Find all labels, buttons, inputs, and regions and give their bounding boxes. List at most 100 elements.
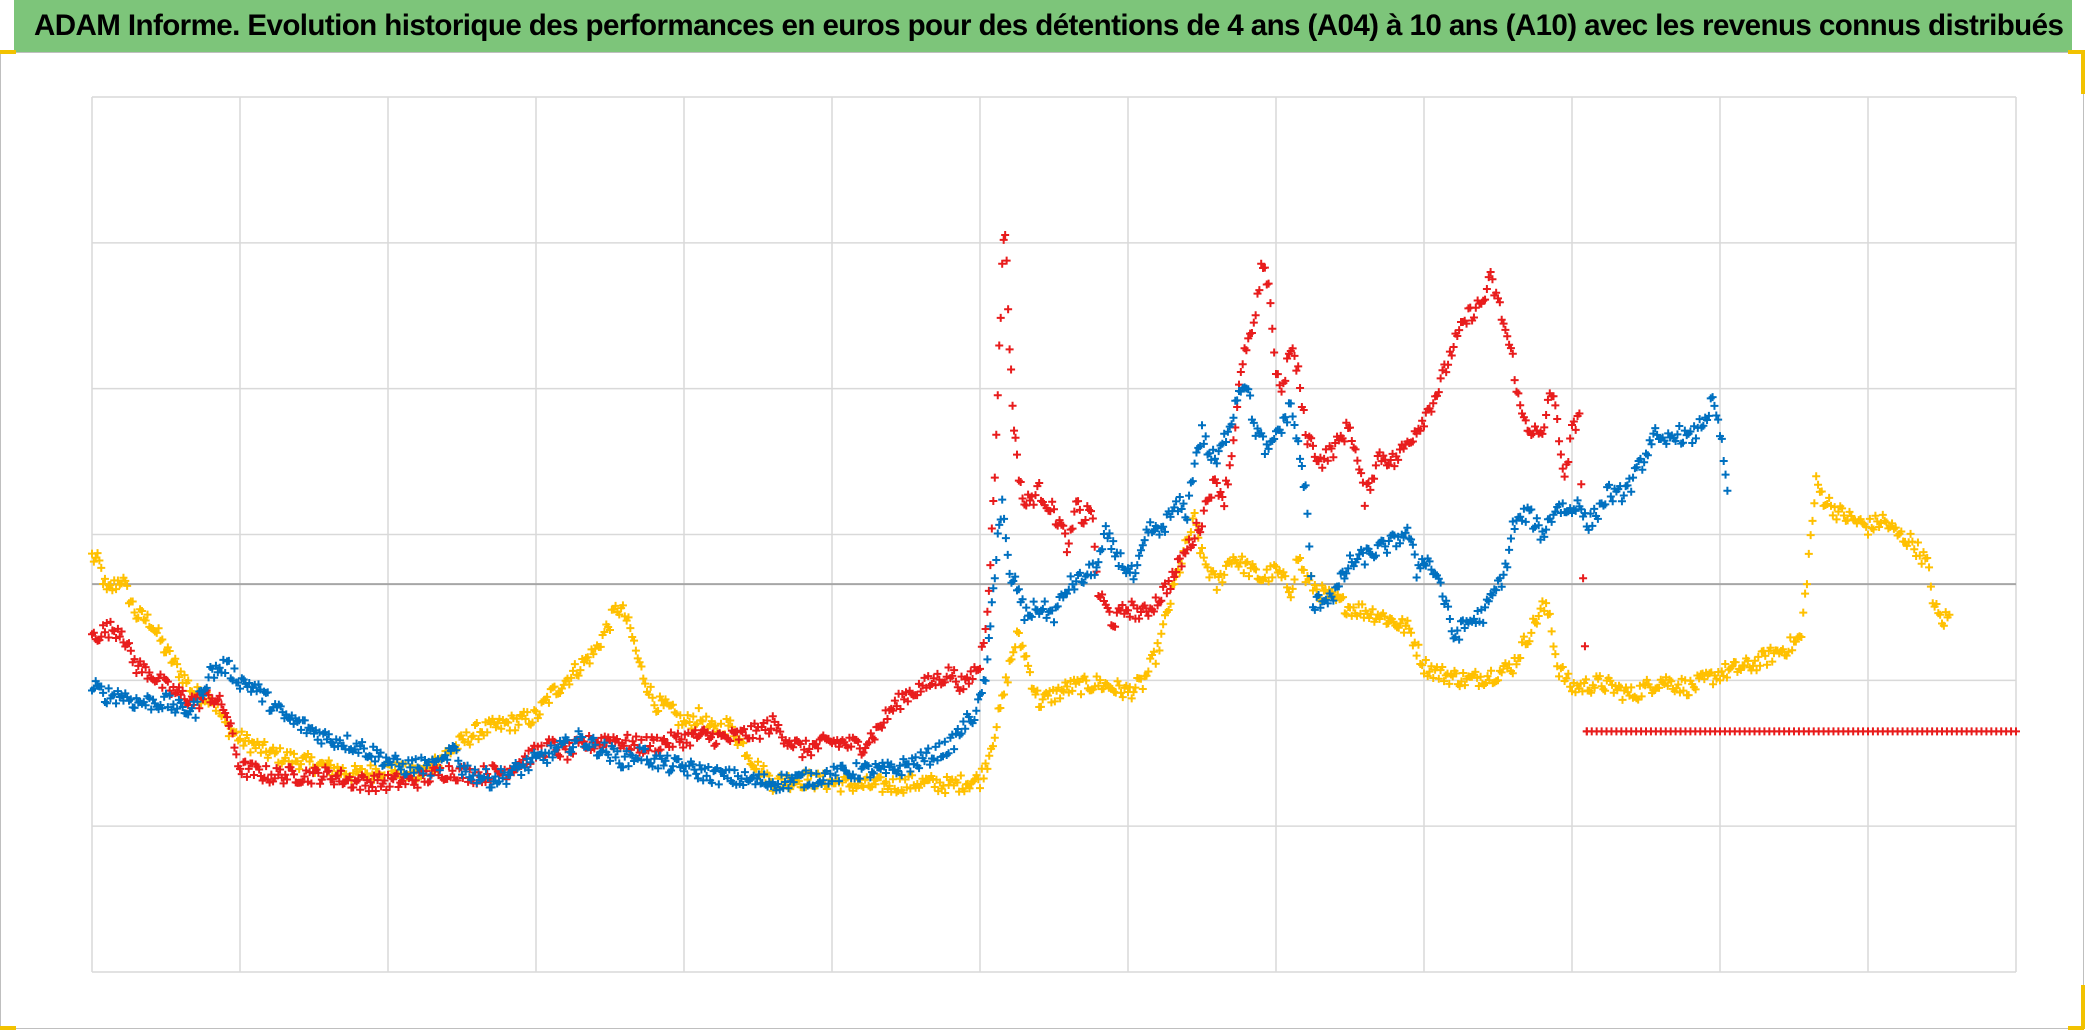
data-point: [1309, 441, 1317, 450]
title-bar: ADAM Informe. Evolution historique des p…: [14, 0, 2072, 52]
data-point: [927, 680, 936, 689]
data-point: [1027, 492, 1036, 501]
data-point: [249, 770, 258, 779]
data-point: [1114, 561, 1123, 570]
data-point: [245, 678, 254, 687]
data-point: [1716, 676, 1724, 685]
data-point: [992, 430, 1001, 439]
data-point: [1471, 667, 1480, 676]
data-point: [1653, 430, 1662, 439]
data-point: [1627, 683, 1636, 692]
data-point: [1425, 557, 1434, 566]
data-point: [1534, 521, 1543, 530]
data-point: [1627, 487, 1636, 496]
data-point: [276, 765, 285, 774]
data-point: [1059, 593, 1068, 602]
data-point: [215, 691, 224, 700]
data-point: [1196, 549, 1205, 558]
data-point: [1366, 610, 1375, 619]
data-point: [262, 762, 271, 771]
data-point: [1198, 421, 1206, 430]
data-point: [996, 313, 1005, 322]
data-point: [393, 755, 402, 764]
data-point: [1416, 426, 1425, 435]
data-point: [1305, 542, 1314, 551]
data-point: [406, 763, 415, 772]
data-point: [1756, 661, 1765, 670]
data-point: [1001, 673, 1010, 682]
data-point: [600, 628, 609, 637]
data-point: [565, 680, 574, 689]
data-point: [1584, 525, 1593, 534]
data-point: [1525, 637, 1534, 646]
data-point: [1455, 635, 1464, 644]
data-point: [530, 706, 539, 715]
data-point: [141, 616, 150, 625]
data-point: [1007, 365, 1016, 374]
data-point: [1579, 574, 1588, 583]
data-point: [546, 741, 555, 750]
data-point: [1264, 279, 1273, 288]
data-point: [983, 655, 992, 664]
data-point: [463, 761, 472, 770]
data-point: [939, 752, 947, 761]
data-point: [1495, 298, 1504, 307]
data-point: [717, 719, 725, 728]
data-point: [108, 586, 117, 595]
data-point: [740, 768, 749, 777]
data-point: [1910, 545, 1919, 554]
data-point: [276, 744, 285, 753]
data-point: [637, 735, 646, 744]
data-point: [1481, 603, 1490, 612]
data-point: [165, 691, 174, 700]
data-point: [953, 778, 962, 787]
data-point: [589, 733, 598, 742]
data-point: [113, 687, 122, 696]
data-point: [1508, 517, 1517, 526]
data-point: [1346, 423, 1354, 432]
data-point: [1170, 580, 1179, 589]
data-point: [1307, 572, 1316, 581]
data-point: [100, 574, 109, 583]
data-point: [506, 770, 515, 779]
data-point: [117, 627, 126, 636]
data-point: [1540, 423, 1549, 432]
data-point: [663, 751, 672, 760]
data-point: [1117, 688, 1126, 697]
data-point: [1013, 450, 1021, 459]
data-point: [1212, 478, 1221, 487]
data-point: [497, 724, 506, 733]
data-point: [789, 778, 798, 787]
data-point: [814, 744, 823, 753]
data-point: [1492, 288, 1501, 297]
data-point: [398, 759, 407, 768]
data-point: [1499, 319, 1508, 328]
data-point: [1198, 522, 1206, 531]
data-point: [1923, 554, 1932, 563]
data-point: [443, 755, 452, 764]
data-point: [215, 663, 224, 672]
data-point: [130, 608, 139, 617]
data-point: [1399, 444, 1408, 453]
data-point: [1140, 601, 1149, 610]
data-point: [1642, 675, 1651, 684]
data-point: [371, 787, 380, 796]
data-point: [1434, 388, 1443, 397]
data-point: [1549, 392, 1558, 401]
data-point: [1218, 578, 1227, 587]
data-point: [1521, 416, 1530, 425]
data-point: [1216, 569, 1225, 578]
data-point: [426, 771, 435, 780]
data-point: [1155, 530, 1164, 539]
data-point: [1704, 411, 1713, 420]
data-point: [106, 580, 115, 589]
data-point: [1791, 637, 1800, 646]
data-point: [712, 739, 721, 748]
data-point: [1723, 486, 1732, 495]
data-point: [1149, 607, 1158, 616]
data-point: [984, 586, 993, 595]
data-point: [1222, 561, 1231, 570]
data-point: [1087, 507, 1095, 516]
data-point: [1709, 680, 1718, 689]
data-point: [1558, 499, 1567, 508]
